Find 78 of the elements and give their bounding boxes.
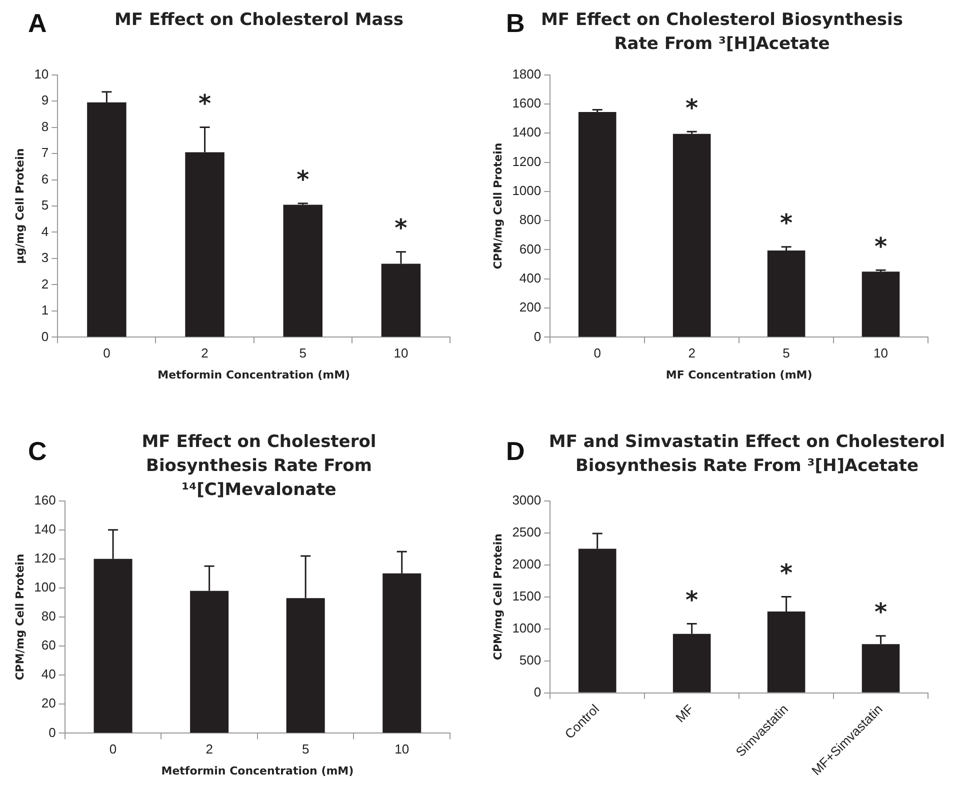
annotation: *	[686, 94, 699, 122]
y-tick-label: 7	[41, 145, 49, 160]
y-tick-label: 8	[41, 118, 49, 134]
bar	[578, 112, 616, 337]
bar	[862, 272, 900, 337]
x-tick-label: 10	[394, 742, 410, 757]
bar	[672, 134, 711, 337]
y-tick-label: 1000	[512, 620, 542, 636]
y-tick-label: 500	[519, 652, 542, 668]
x-tick-label: 5	[782, 346, 790, 361]
y-axis-title: CPM/mg Cell Protein	[491, 534, 504, 660]
text: A	[28, 8, 47, 39]
x-tick-label: 10	[874, 346, 888, 361]
annotation: *	[780, 209, 794, 238]
y-tick-label: 3	[41, 250, 49, 266]
y-tick-label: 120	[34, 550, 56, 566]
text: D	[506, 436, 525, 467]
y-tick-label: 600	[519, 241, 542, 256]
x-tick-label: 5	[302, 742, 310, 757]
y-tick-label: 400	[519, 270, 542, 286]
bar	[767, 250, 806, 337]
y-tick-label: 2500	[512, 524, 542, 540]
annotation: *	[198, 90, 212, 118]
y-tick-label: 1200	[512, 154, 542, 169]
y-tick-label: 9	[41, 92, 49, 108]
annotation: *	[874, 598, 888, 626]
y-tick-label: 1000	[512, 183, 542, 198]
x-tick-label: 2	[201, 346, 208, 361]
y-tick-label: 10	[34, 66, 49, 82]
y-tick-label: 3000	[512, 492, 542, 508]
y-tick-label: 80	[41, 608, 56, 624]
y-tick-label: 4	[41, 224, 49, 239]
x-tick-label: 5	[299, 346, 306, 361]
y-axis-title: CPM/mg Cell Protein	[491, 142, 504, 270]
x-axis-title: MF Concentration (mM)	[666, 368, 812, 382]
x-tick-label: MF	[672, 701, 697, 726]
y-tick-label: 1600	[512, 96, 542, 111]
y-tick-label: 1800	[512, 66, 542, 82]
chart-title: MF and Simvastatin Effect on Cholesterol Biosynthesis Rate From ³[H]Acetate	[548, 431, 946, 478]
chart-title: MF Effect on Cholesterol Mass	[113, 9, 404, 32]
annotation: *	[394, 214, 408, 242]
x-axis-title: Metformin Concentration (mM)	[158, 368, 350, 382]
y-tick-label: 1500	[512, 588, 542, 604]
text: C	[28, 436, 47, 467]
bar	[283, 204, 322, 337]
y-tick-label: 0	[534, 684, 542, 700]
y-tick-label: 200	[519, 300, 542, 315]
y-tick-label: 60	[41, 638, 56, 653]
y-tick-label: 5	[41, 198, 49, 213]
x-tick-label: 2	[688, 346, 696, 361]
annotation: *	[296, 166, 310, 194]
y-tick-label: 160	[34, 492, 56, 508]
y-tick-label: 800	[519, 212, 542, 228]
y-tick-label: 0	[41, 328, 49, 344]
chart-title: MF Effect on Cholesterol Biosynthesis Rate From ¹⁴[C]Mevalonate	[140, 431, 378, 502]
y-tick-label: 2000	[512, 556, 542, 572]
annotation: *	[874, 232, 888, 260]
x-axis-title: Metformin Concentration (mM)	[161, 764, 354, 778]
y-tick-label: 6	[41, 171, 49, 186]
annotation: *	[686, 586, 699, 614]
y-tick-label: 1400	[512, 124, 542, 140]
y-tick-label: 2	[41, 276, 49, 292]
y-tick-label: 140	[34, 521, 56, 536]
x-tick-label: 0	[594, 346, 601, 361]
x-tick-label: 0	[103, 346, 110, 361]
y-tick-label: 0	[534, 328, 542, 344]
y-tick-label: 1	[41, 302, 49, 318]
y-axis-title: µg/mg Cell Protein	[13, 148, 26, 264]
y-tick-label: 40	[41, 666, 56, 682]
chart-title: MF Effect on Cholesterol Biosynthesis Rate From ³[H]Acetate	[540, 9, 904, 56]
x-tick-label: 2	[206, 742, 213, 757]
text: B	[506, 8, 525, 39]
y-tick-label: 20	[41, 696, 56, 711]
y-axis-title: CPM/mg Cell Protein	[13, 554, 26, 680]
x-tick-label: 0	[109, 742, 117, 757]
y-tick-label: 100	[34, 580, 56, 595]
x-tick-label: 10	[394, 346, 408, 361]
annotation: *	[780, 559, 794, 588]
